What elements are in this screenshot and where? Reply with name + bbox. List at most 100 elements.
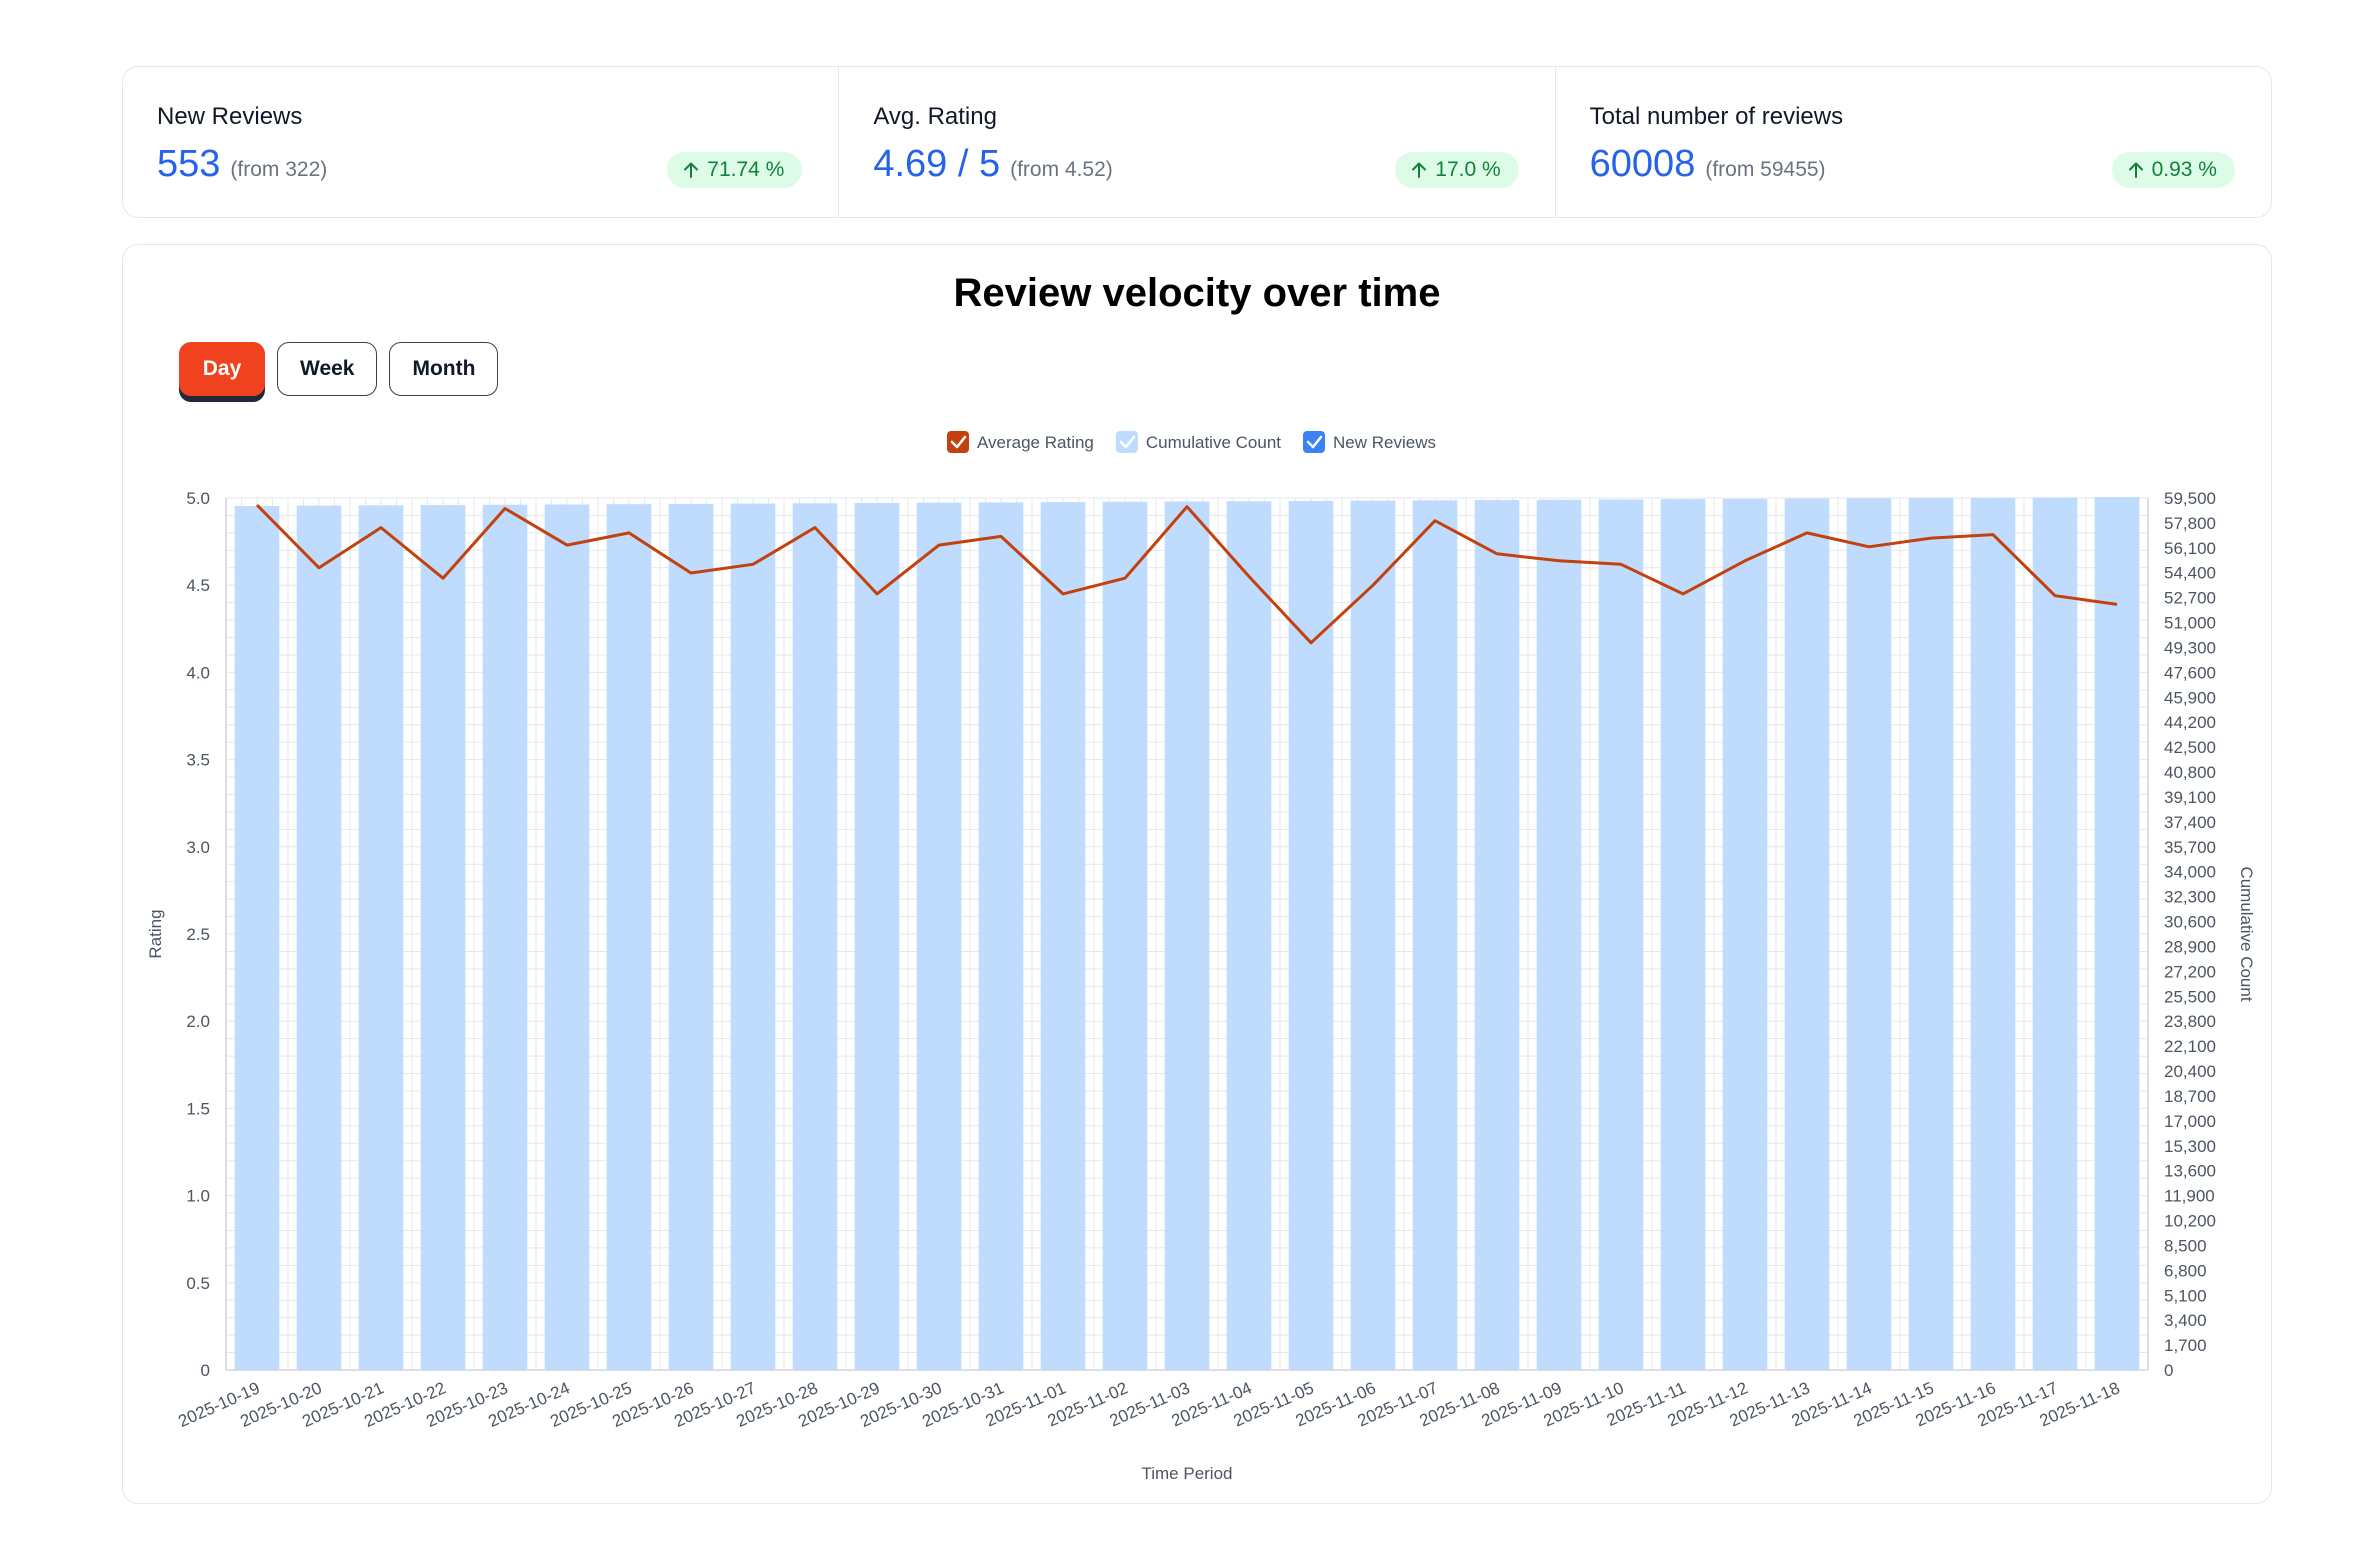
y2-tick-label: 0 <box>2164 1361 2173 1380</box>
stat-value: 4.69 / 5 (from 4.52) <box>873 143 1112 186</box>
bar <box>730 503 776 1370</box>
bar <box>606 504 652 1371</box>
bar <box>482 504 528 1370</box>
bar <box>1040 502 1086 1370</box>
period-toggle: Day Week Month <box>179 342 499 396</box>
y2-tick-label: 15,300 <box>2164 1137 2216 1156</box>
bar <box>1970 497 2016 1370</box>
y2-tick-label: 45,900 <box>2164 688 2216 707</box>
review-velocity-chart: 5.0 4.5 4.0 3.5 3.0 2.5 2.0 1.5 1.0 0.5 0 59,500 57,… <box>146 431 2256 1483</box>
x-axis-title: Time Period <box>1141 1464 1232 1483</box>
bar <box>916 502 962 1370</box>
y-axis-title: Rating <box>146 909 165 958</box>
bar <box>1722 498 1768 1370</box>
bar-series <box>234 497 2140 1371</box>
y2-tick-label: 35,700 <box>2164 838 2216 857</box>
legend-new-reviews: New Reviews <box>1303 431 1436 453</box>
stat-label: Total number of reviews <box>1589 103 1844 130</box>
check-icon <box>1119 435 1136 449</box>
y-tick-label: 1.5 <box>186 1099 210 1118</box>
y-tick-label: 3.0 <box>186 838 210 857</box>
y2-tick-label: 37,400 <box>2164 813 2216 832</box>
bar <box>1474 500 1520 1370</box>
check-icon <box>1306 435 1323 449</box>
bar <box>1536 499 1582 1370</box>
y2-tick-label: 28,900 <box>2164 937 2216 956</box>
change-value: 17.0 % <box>1435 158 1501 181</box>
y-tick-label: 2.0 <box>186 1012 210 1031</box>
check-icon <box>950 435 967 449</box>
bar <box>1598 499 1644 1370</box>
y2-tick-label: 23,800 <box>2164 1012 2216 1031</box>
change-badge: 17.0 % <box>1395 152 1519 188</box>
y2-tick-label: 44,200 <box>2164 713 2216 732</box>
stat-value: 60008 (from 59455) <box>1590 143 1826 186</box>
y-tick-label: 5.0 <box>186 489 210 508</box>
y2-tick-label: 13,600 <box>2164 1162 2216 1181</box>
legend-checkbox <box>1303 431 1325 453</box>
bar <box>978 502 1024 1371</box>
arrow-up-icon <box>1412 162 1427 178</box>
bar <box>668 503 714 1370</box>
stat-from: (from 322) <box>230 158 328 181</box>
chart-card: Review velocity over time Day Week Month… <box>122 244 2272 1504</box>
change-badge: 71.74 % <box>667 152 803 188</box>
change-badge: 0.93 % <box>2111 152 2235 188</box>
day-button[interactable]: Day <box>179 342 265 396</box>
y2-tick-label: 34,000 <box>2164 863 2216 882</box>
y2-axis-title: Cumulative Count <box>2237 866 2256 1001</box>
y2-tick-label: 17,000 <box>2164 1112 2216 1131</box>
y2-tick-label: 49,300 <box>2164 638 2216 657</box>
y2-tick-label: 27,200 <box>2164 962 2216 981</box>
y2-tick-label: 57,800 <box>2164 514 2216 533</box>
bar <box>296 505 342 1370</box>
bar <box>1288 500 1334 1370</box>
stat-number: 553 <box>157 143 221 185</box>
chart-legend: Average Rating Cumulative Count New Review… <box>947 431 1436 453</box>
y-tick-label: 4.5 <box>186 576 210 595</box>
stat-value: 553 (from 322) <box>157 143 327 186</box>
change-value: 0.93 % <box>2151 158 2217 181</box>
y2-tick-label: 54,400 <box>2164 564 2216 583</box>
y2-tick-label: 6,800 <box>2164 1261 2207 1280</box>
average-rating-line <box>255 503 2118 645</box>
week-button[interactable]: Week <box>277 342 378 396</box>
y2-tick-label: 22,100 <box>2164 1037 2216 1056</box>
bar <box>1350 500 1396 1370</box>
stat-label: Avg. Rating <box>873 103 997 130</box>
y2-tick-label: 8,500 <box>2164 1236 2207 1255</box>
legend-average-rating: Average Rating <box>947 431 1094 453</box>
y-tick-label: 2.5 <box>186 925 210 944</box>
month-button[interactable]: Month <box>389 342 499 396</box>
y2-tick-label: 52,700 <box>2164 589 2216 608</box>
y2-tick-label: 32,300 <box>2164 888 2216 907</box>
y2-tick-label: 39,100 <box>2164 788 2216 807</box>
y2-tick-label: 3,400 <box>2164 1311 2207 1330</box>
bar <box>1102 501 1148 1370</box>
legend-label: Cumulative Count <box>1146 433 1281 452</box>
stats-card: New Reviews 553 (from 322) 71.74 % Avg. R… <box>122 66 2272 218</box>
stat-total-reviews: Total number of reviews 60008 (from 59455… <box>1556 67 2271 217</box>
y2-tick-label: 51,000 <box>2164 614 2216 633</box>
y2-tick-label: 56,100 <box>2164 539 2216 558</box>
stat-number: 4.69 / 5 <box>873 143 1001 185</box>
y-tick-label: 3.5 <box>186 751 210 770</box>
y-tick-label: 0.5 <box>186 1274 210 1293</box>
bar <box>1660 499 1706 1370</box>
bar <box>1412 500 1458 1371</box>
stat-from: (from 4.52) <box>1010 158 1113 181</box>
bar <box>544 504 590 1371</box>
bar <box>1784 498 1830 1371</box>
y2-tick-label: 1,700 <box>2164 1336 2207 1355</box>
stat-number: 60008 <box>1589 143 1696 185</box>
legend-label: New Reviews <box>1333 433 1436 452</box>
y2-tick-label: 47,600 <box>2164 663 2216 682</box>
bar <box>234 506 280 1370</box>
legend-label: Average Rating <box>977 433 1094 452</box>
stat-label: New Reviews <box>157 103 303 130</box>
bar <box>1846 498 1892 1370</box>
y2-tick-label: 30,600 <box>2164 913 2216 932</box>
arrow-up-icon <box>2128 162 2143 178</box>
bar <box>1226 501 1272 1370</box>
change-value: 71.74 % <box>707 158 785 181</box>
